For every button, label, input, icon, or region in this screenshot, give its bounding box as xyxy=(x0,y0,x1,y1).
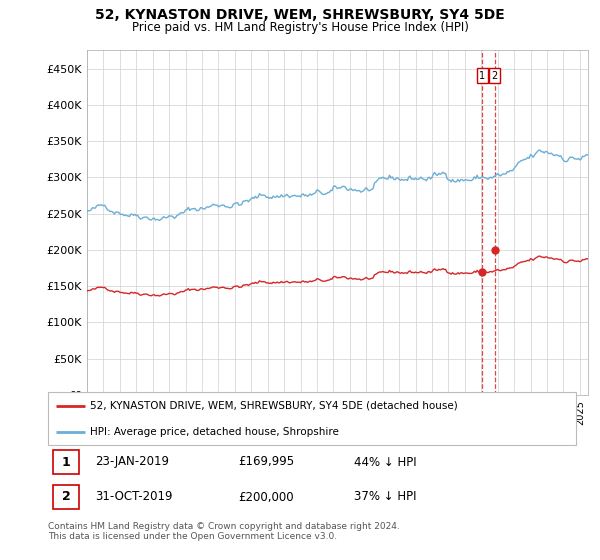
Text: HPI: Average price, detached house, Shropshire: HPI: Average price, detached house, Shro… xyxy=(90,427,339,437)
Text: 2: 2 xyxy=(62,491,70,503)
Text: 44% ↓ HPI: 44% ↓ HPI xyxy=(354,455,417,469)
Text: 52, KYNASTON DRIVE, WEM, SHREWSBURY, SY4 5DE: 52, KYNASTON DRIVE, WEM, SHREWSBURY, SY4… xyxy=(95,8,505,22)
Text: Price paid vs. HM Land Registry's House Price Index (HPI): Price paid vs. HM Land Registry's House … xyxy=(131,21,469,34)
FancyBboxPatch shape xyxy=(48,392,576,445)
Text: 1: 1 xyxy=(62,455,70,469)
Text: 37% ↓ HPI: 37% ↓ HPI xyxy=(354,491,417,503)
FancyBboxPatch shape xyxy=(53,450,79,474)
Text: 31-OCT-2019: 31-OCT-2019 xyxy=(95,491,173,503)
Text: 23-JAN-2019: 23-JAN-2019 xyxy=(95,455,170,469)
Text: £200,000: £200,000 xyxy=(238,491,294,503)
Text: 2: 2 xyxy=(492,71,498,81)
FancyBboxPatch shape xyxy=(53,485,79,509)
Text: 52, KYNASTON DRIVE, WEM, SHREWSBURY, SY4 5DE (detached house): 52, KYNASTON DRIVE, WEM, SHREWSBURY, SY4… xyxy=(90,401,458,411)
Text: Contains HM Land Registry data © Crown copyright and database right 2024.
This d: Contains HM Land Registry data © Crown c… xyxy=(48,522,400,542)
Text: £169,995: £169,995 xyxy=(238,455,294,469)
Text: 1: 1 xyxy=(479,71,485,81)
